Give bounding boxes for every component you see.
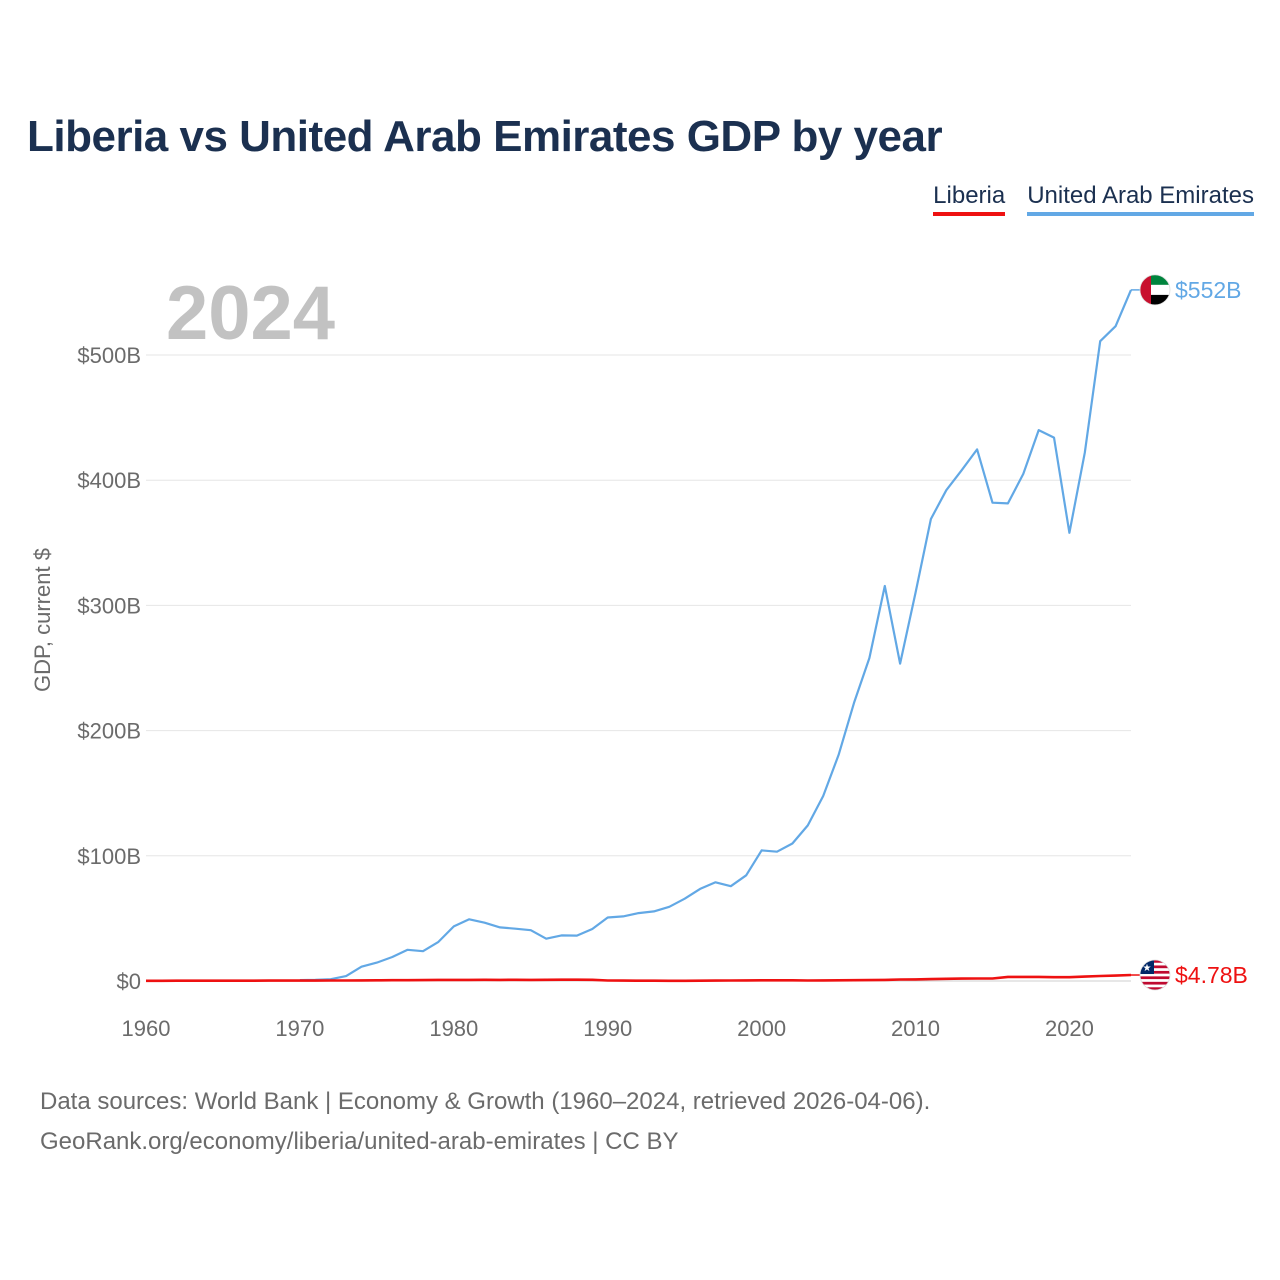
- end-value-label: $552B: [1175, 277, 1242, 303]
- liberia-flag-star: ★: [1143, 963, 1152, 974]
- grid: [146, 354, 1131, 982]
- chart-title: Liberia vs United Arab Emirates GDP by y…: [27, 112, 943, 161]
- y-tick-label: $400B: [77, 468, 141, 493]
- y-axis-label: GDP, current $: [30, 548, 55, 692]
- liberia-flag-stripe: [1140, 960, 1170, 963]
- uae-flag: [1140, 274, 1170, 305]
- legend: Liberia United Arab Emirates: [933, 182, 1254, 216]
- flag-ring: [1139, 959, 1171, 991]
- y-tick-label: $200B: [77, 719, 141, 744]
- series-line-liberia: [146, 973, 1132, 983]
- y-tick-label: $300B: [77, 593, 141, 618]
- x-tick-label: 1990: [583, 1016, 632, 1041]
- liberia-flag-stripe: [1140, 976, 1170, 980]
- x-tick-label: 2000: [737, 1016, 786, 1041]
- legend-item-liberia[interactable]: Liberia: [933, 182, 1006, 216]
- liberia-flag-stripe: [1140, 970, 1170, 974]
- year-watermark: 2024: [166, 271, 336, 356]
- y-tick-label: $500B: [77, 343, 141, 368]
- uae-flag-red: [1140, 274, 1151, 305]
- footer: Data sources: World Bank | Economy & Gro…: [40, 1082, 930, 1162]
- flag-ring: [1139, 274, 1171, 306]
- uae-flag-white: [1140, 284, 1170, 295]
- x-tick-label: 1960: [122, 1016, 171, 1041]
- uae-flag-black: [1140, 294, 1170, 305]
- liberia-flag-stripe: [1140, 981, 1170, 985]
- series-group: [146, 289, 1133, 983]
- y-tick-label: $100B: [77, 844, 141, 869]
- data-sources-text: Data sources: World Bank | Economy & Gro…: [40, 1088, 931, 1115]
- x-tick-label: 1970: [275, 1016, 324, 1041]
- series-line-united-arab-emirates: [299, 289, 1133, 982]
- x-tick-label: 1980: [429, 1016, 478, 1041]
- x-tick-label: 2010: [891, 1016, 940, 1041]
- liberia-flag-stripe: [1140, 987, 1170, 991]
- gdp-line-chart: $0 $100B $200B $300B $400B $500B 1960 1970 1980…: [30, 274, 1248, 1041]
- x-tick-label: 2020: [1045, 1016, 1094, 1041]
- uae-flag-green: [1140, 274, 1170, 285]
- liberia-flag: ★: [1140, 960, 1170, 991]
- y-tick-label: $0: [117, 969, 141, 994]
- legend-item-uae[interactable]: United Arab Emirates: [1027, 182, 1254, 216]
- liberia-flag-stripe: [1140, 965, 1170, 969]
- x-axis-ticks: 1960 1970 1980 1990 2000 2010 2020: [122, 1016, 1094, 1041]
- end-labels: ★ $4.78B $552B: [1131, 274, 1248, 991]
- end-value-label: $4.78B: [1175, 962, 1248, 988]
- y-axis-ticks: $0 $100B $200B $300B $400B $500B: [77, 343, 141, 994]
- credit-text: GeoRank.org/economy/liberia/united-arab-…: [40, 1128, 679, 1155]
